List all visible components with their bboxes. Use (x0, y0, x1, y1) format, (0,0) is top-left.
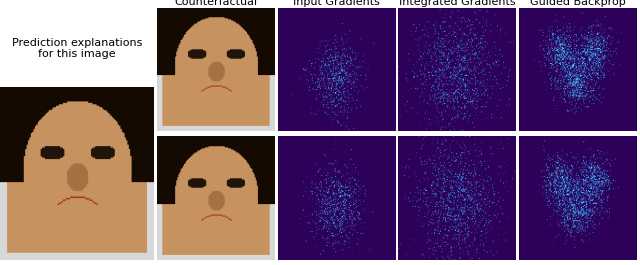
Y-axis label: big_nose: big_nose (280, 176, 291, 220)
Title: Guided Backprop: Guided Backprop (530, 0, 626, 7)
Title: Input Gradients: Input Gradients (293, 0, 380, 7)
Title: Counterfactual: Counterfactual (174, 0, 257, 7)
Y-axis label: pointy_nose: pointy_nose (280, 40, 291, 99)
Title: Integrated Gradients: Integrated Gradients (399, 0, 516, 7)
Text: Prediction explanations
for this image: Prediction explanations for this image (12, 38, 142, 59)
